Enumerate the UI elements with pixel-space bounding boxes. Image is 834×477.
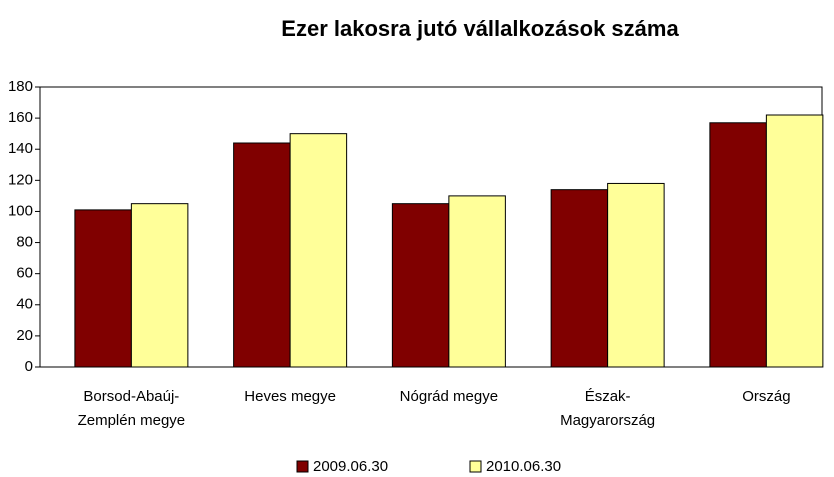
x-tick-label: Borsod-Abaúj-Zemplén megye [77,388,186,429]
y-tick-label: 140 [8,140,33,157]
legend-swatch [469,460,482,473]
x-tick-label: Ország [742,388,791,405]
x-tick-label: Nógrád megye [399,388,499,405]
bar [550,189,609,368]
bar [233,142,291,368]
legend-label: 2009.06.30 [313,458,388,475]
bar [709,122,767,368]
x-tick-label: Heves megye [244,388,336,405]
y-tick-label: 20 [16,327,33,344]
y-tick-label: 120 [8,171,33,188]
legend-swatch [296,460,309,473]
y-tick-label: 0 [25,358,33,375]
y-tick-label: 40 [16,296,33,313]
y-tick-label: 160 [8,109,33,126]
bar [391,203,450,368]
bar [765,114,824,368]
bar [448,195,506,368]
y-tick-label: 80 [16,234,33,251]
bar [607,182,665,368]
chart-title: Ezer lakosra jutó vállalkozások száma [281,16,679,41]
y-tick-label: 100 [8,202,33,219]
bar [74,209,132,368]
y-tick-label: 180 [8,78,33,95]
x-tick-label: Észak-Magyarország [560,388,656,429]
bar [289,133,348,368]
legend-label: 2010.06.30 [486,458,561,475]
bar [130,203,189,368]
y-tick-label: 60 [16,265,33,282]
